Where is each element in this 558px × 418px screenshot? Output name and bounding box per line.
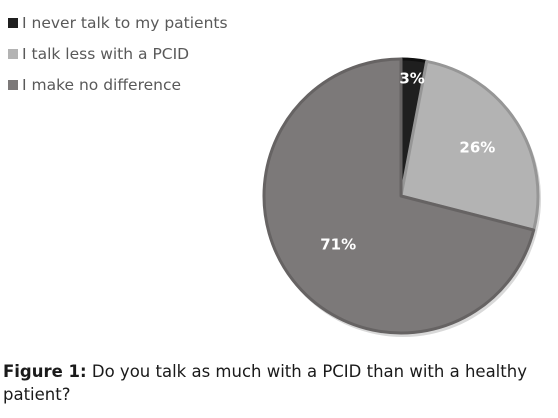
chart-legend: I never talk to my patients I talk less w… <box>8 14 228 107</box>
legend-label: I talk less with a PCID <box>22 45 190 63</box>
figure-caption-label: Figure 1: <box>3 362 87 381</box>
legend-swatch <box>8 80 18 90</box>
pie-slice <box>262 57 536 335</box>
legend-swatch <box>8 18 18 28</box>
legend-item: I talk less with a PCID <box>8 45 228 63</box>
figure-caption: Figure 1: Do you talk as much with a PCI… <box>3 360 555 406</box>
legend-swatch <box>8 49 18 59</box>
figure-caption-text: Do you talk as much with a PCID than wit… <box>3 362 527 404</box>
slice-data-label: 71% <box>320 236 356 254</box>
pie-chart: 3% 26% 71% <box>262 57 541 337</box>
legend-label: I never talk to my patients <box>22 14 228 32</box>
pie-slice <box>399 59 540 232</box>
slice-data-label: 3% <box>399 70 424 88</box>
legend-item: I make no difference <box>8 76 228 94</box>
legend-label: I make no difference <box>22 76 182 94</box>
slice-data-label: 26% <box>459 139 495 157</box>
legend-item: I never talk to my patients <box>8 14 228 32</box>
